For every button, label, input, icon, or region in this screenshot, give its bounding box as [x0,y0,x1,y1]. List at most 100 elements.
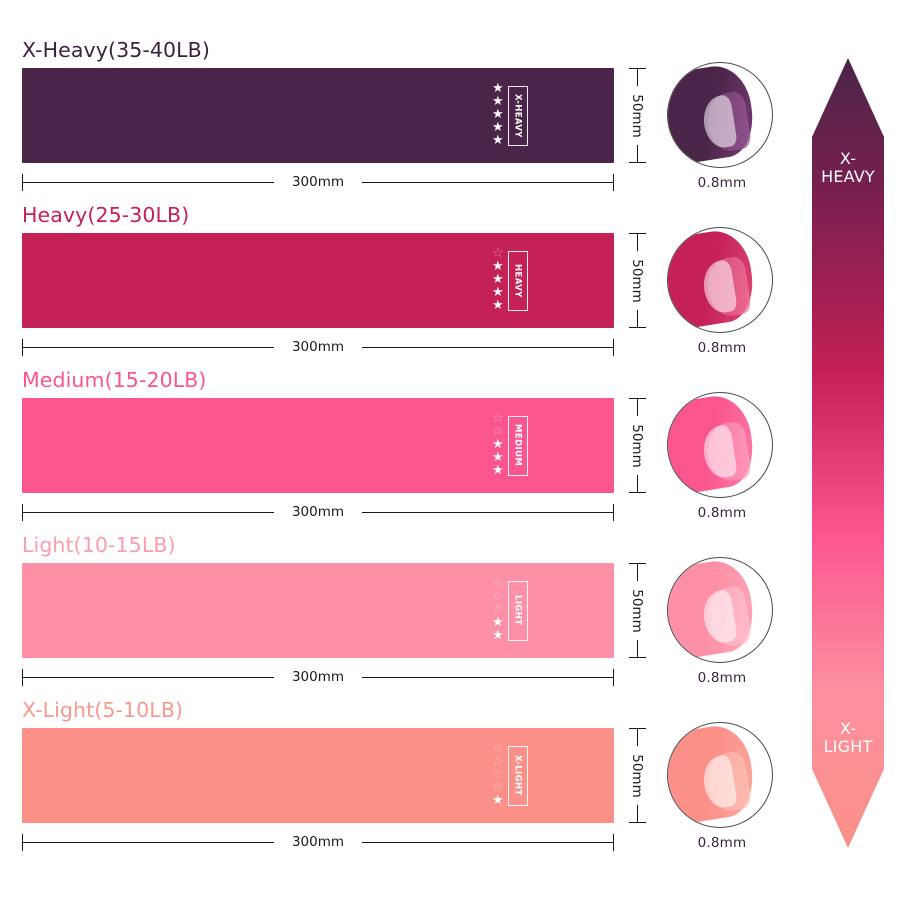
band-level-tag-text: MEDIUM [512,424,523,467]
arrow-top-label: X- HEAVY [812,150,884,186]
thickness-callout-light: 0.8mm [667,557,777,686]
thickness-callout-x-heavy: 0.8mm [667,62,777,191]
band-title: Medium(15-20LB) [22,368,207,392]
star-filled-icon: ★ [492,93,504,109]
arrow-top-label-line2: HEAVY [821,166,875,186]
star-rating: ☆ ☆ ☆ ☆ ★ [492,740,504,808]
width-dimension-label: 50mm [629,419,645,472]
band-cross-section-image [667,722,773,828]
width-dimension: 50mm [624,728,650,823]
band-level-tag: MEDIUM [507,415,528,476]
band-swatch: ☆ ☆ ☆ ★ ★ LIGHT [22,563,614,658]
star-empty-icon: ☆ [492,766,504,782]
star-filled-icon: ★ [492,284,504,300]
band-row-x-light: X-Light(5-10LB) ☆ ☆ ☆ ☆ ★ X-LIGHT 300mm 50mm [0,700,660,865]
star-rating: ★ ★ ★ ★ ★ [492,80,504,148]
dimension-line-left [22,182,274,183]
dimension-line-top [637,68,638,86]
band-title: Light(10-15LB) [22,533,176,557]
thickness-label: 0.8mm [697,505,747,521]
thickness-label: 0.8mm [697,670,747,686]
band-marking: ☆ ★ ★ ★ ★ HEAVY [492,245,528,317]
dimension-cap-right [613,504,614,521]
band-row-heavy: Heavy(25-30LB) ☆ ★ ★ ★ ★ HEAVY 300mm 50mm [0,205,660,370]
dimension-line-left [22,677,274,678]
dimension-line-bottom [637,805,638,823]
thickness-callout-heavy: 0.8mm [667,227,777,356]
band-row-medium: Medium(15-20LB) ☆ ☆ ★ ★ ★ MEDIUM 300mm 50mm [0,370,660,535]
band-row-x-heavy: X-Heavy(35-40LB) ★ ★ ★ ★ ★ X-HEAVY 300mm 50mm [0,40,660,205]
width-dimension: 50mm [624,233,650,328]
width-dimension-label: 50mm [629,89,645,142]
star-filled-icon: ★ [492,132,504,148]
band-level-tag: X-LIGHT [507,745,528,806]
dimension-cap-bottom [629,162,646,163]
dimension-cap-bottom [629,657,646,658]
band-level-tag-text: X-HEAVY [512,93,523,138]
band-title: X-Light(5-10LB) [22,698,184,722]
star-rating: ☆ ★ ★ ★ ★ [492,247,504,313]
dimension-line-top [637,233,638,251]
star-empty-icon: ☆ [492,601,504,617]
star-empty-icon: ☆ [492,423,504,439]
width-dimension: 50mm [624,398,650,493]
dimension-line-right [362,182,614,183]
band-level-tag-text: X-LIGHT [512,755,523,796]
star-filled-icon: ★ [492,119,504,135]
resistance-gradient-arrow: X- HEAVY X- LIGHT [812,58,884,848]
star-empty-icon: ☆ [492,588,504,604]
arrow-shaft [812,58,884,848]
length-dimension: 300mm [22,666,614,688]
length-dimension: 300mm [22,336,614,358]
band-cross-section-image [667,557,773,663]
dimension-line-bottom [637,145,638,163]
width-dimension: 50mm [624,68,650,163]
dimension-line-right [362,347,614,348]
arrow-bottom-label: X- LIGHT [812,720,884,756]
thickness-label: 0.8mm [697,175,747,191]
star-empty-icon: ☆ [492,410,504,426]
dimension-line-left [22,347,274,348]
dimension-cap-right [613,669,614,686]
dimension-line-bottom [637,475,638,493]
dimension-line-bottom [637,310,638,328]
star-empty-icon: ☆ [492,779,504,795]
dimension-line-right [362,677,614,678]
star-filled-icon: ★ [492,436,504,452]
length-dimension: 300mm [22,171,614,193]
dimension-line-right [362,512,614,513]
width-dimension-label: 50mm [629,749,645,802]
band-swatch: ★ ★ ★ ★ ★ X-HEAVY [22,68,614,163]
star-empty-icon: ☆ [492,753,504,769]
star-rating: ☆ ☆ ★ ★ ★ [492,410,504,478]
dimension-line-left [22,512,274,513]
star-empty-icon: ☆ [492,740,504,756]
thickness-callout-x-light: 0.8mm [667,722,777,851]
arrow-bottom-label-line1: X- [839,719,857,739]
band-swatch: ☆ ☆ ☆ ☆ ★ X-LIGHT [22,728,614,823]
band-cross-section-image [667,392,773,498]
band-level-tag-text: HEAVY [512,263,523,298]
star-filled-icon: ★ [492,462,504,478]
star-filled-icon: ★ [492,80,504,96]
width-dimension-label: 50mm [629,584,645,637]
width-dimension-label: 50mm [629,254,645,307]
dimension-cap-bottom [629,822,646,823]
dimension-line-bottom [637,640,638,658]
band-swatch: ☆ ★ ★ ★ ★ HEAVY [22,233,614,328]
thickness-label: 0.8mm [697,340,747,356]
star-filled-icon: ★ [492,106,504,122]
dimension-cap-bottom [629,327,646,328]
dimension-cap-right [613,339,614,356]
band-cross-section-image [667,62,773,168]
arrow-bottom-label-line2: LIGHT [823,737,873,757]
length-dimension: 300mm [22,831,614,853]
band-marking: ☆ ☆ ☆ ☆ ★ X-LIGHT [492,740,528,812]
band-level-tag: X-HEAVY [507,85,528,146]
length-dimension-label: 300mm [286,831,350,853]
length-dimension-label: 300mm [286,336,350,358]
dimension-cap-right [613,174,614,191]
star-filled-icon: ★ [492,449,504,465]
dimension-line-top [637,728,638,746]
